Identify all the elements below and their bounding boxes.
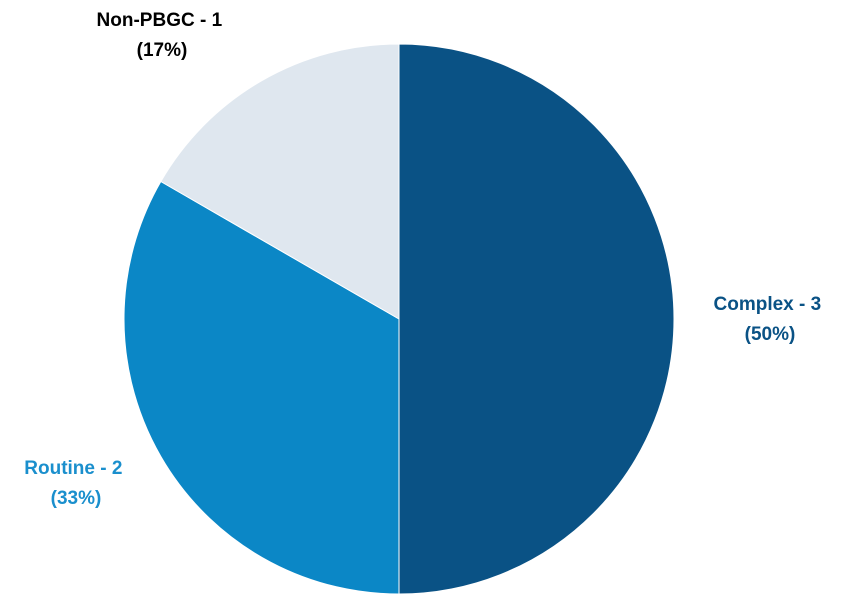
- label-routine: Routine - 2 (33%): [24, 458, 127, 509]
- label-routine-line1: Routine - 2: [24, 458, 122, 479]
- label-non-pbgc-line2: (17%): [137, 40, 188, 61]
- pie-slices: [123, 43, 675, 595]
- label-complex: Complex - 3 (50%): [714, 294, 827, 345]
- label-complex-line1: Complex - 3: [714, 294, 822, 315]
- label-non-pbgc-line1: Non-PBGC - 1: [97, 10, 223, 31]
- pie-slice-complex: [398, 43, 675, 595]
- label-complex-line2: (50%): [745, 324, 796, 345]
- pie-slice-routine: [123, 180, 400, 595]
- label-non-pbgc: Non-PBGC - 1 (17%): [97, 10, 228, 61]
- label-routine-line2: (33%): [51, 488, 102, 509]
- pie-slice-non-pbgc: [160, 43, 400, 320]
